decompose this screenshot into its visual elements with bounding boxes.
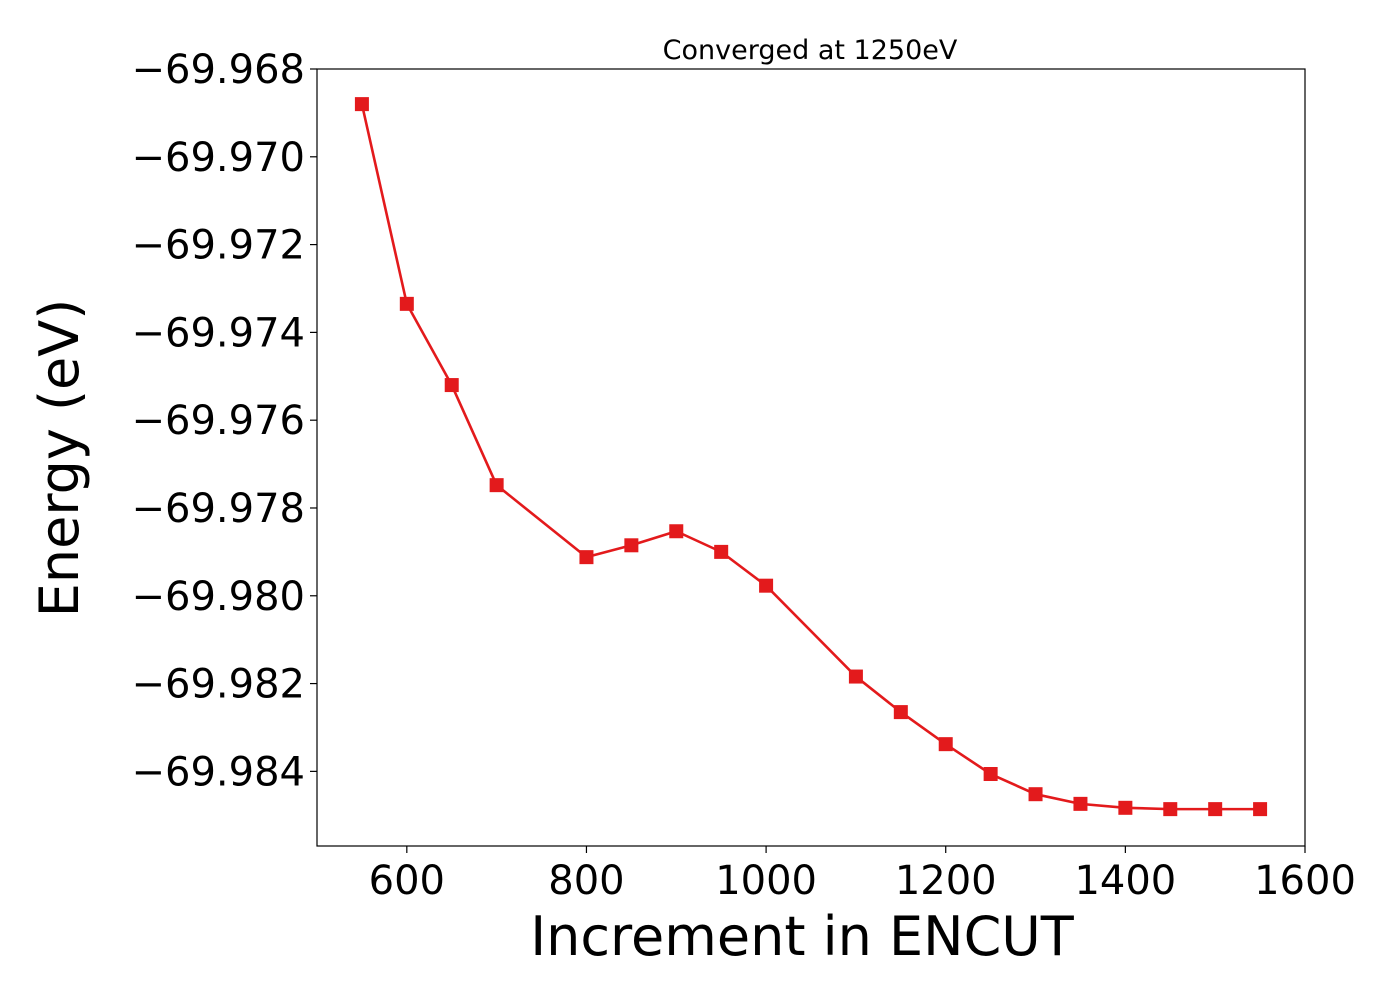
data-point-marker xyxy=(624,538,639,553)
x-tick-label: 1000 xyxy=(715,858,817,904)
data-point-marker xyxy=(489,478,504,493)
series-layer xyxy=(354,97,1268,817)
x-axis-label: Increment in ENCUT xyxy=(530,905,1075,968)
data-point-marker xyxy=(893,705,908,720)
data-point-marker xyxy=(1253,802,1268,817)
data-point-marker xyxy=(444,378,459,393)
data-point-marker xyxy=(1118,800,1133,815)
x-axis-ticks: 600 800 1000 1200 1400 1600 xyxy=(369,846,1356,904)
y-tick-label: −69.984 xyxy=(132,749,305,795)
data-point-marker xyxy=(669,524,684,539)
y-tick-label: −69.972 xyxy=(132,223,305,269)
data-point-marker xyxy=(1028,787,1043,802)
y-tick-label: −69.978 xyxy=(132,486,305,532)
data-point-marker xyxy=(1073,796,1088,811)
chart-title: Converged at 1250eV xyxy=(663,35,958,66)
data-point-marker xyxy=(759,578,774,593)
x-tick-label: 800 xyxy=(548,858,624,904)
data-point-marker xyxy=(714,544,729,559)
data-point-marker xyxy=(354,97,369,112)
data-point-marker xyxy=(399,296,414,311)
data-point-marker xyxy=(848,669,863,684)
series-line xyxy=(360,103,1261,811)
y-axis-ticks: −69.968 −69.970 −69.972 −69.974 −69.976 −69.9… xyxy=(132,47,317,795)
x-tick-label: 1200 xyxy=(895,858,997,904)
x-tick-label: 600 xyxy=(369,858,445,904)
y-tick-label: −69.974 xyxy=(132,310,305,356)
y-axis-label: Energy (eV) xyxy=(28,299,91,618)
y-tick-label: −69.982 xyxy=(132,662,305,708)
data-point-marker xyxy=(938,737,953,752)
data-point-marker xyxy=(579,550,594,565)
data-point-marker xyxy=(1208,802,1223,817)
data-point-marker xyxy=(1163,802,1178,817)
data-point-marker xyxy=(983,767,998,782)
plot-frame xyxy=(316,68,1306,847)
y-tick-label: −69.976 xyxy=(132,398,305,444)
y-tick-label: −69.980 xyxy=(132,574,305,620)
x-tick-label: 1600 xyxy=(1254,858,1356,904)
y-tick-label: −69.970 xyxy=(132,135,305,181)
y-tick-label: −69.968 xyxy=(132,47,305,93)
x-tick-label: 1400 xyxy=(1074,858,1176,904)
